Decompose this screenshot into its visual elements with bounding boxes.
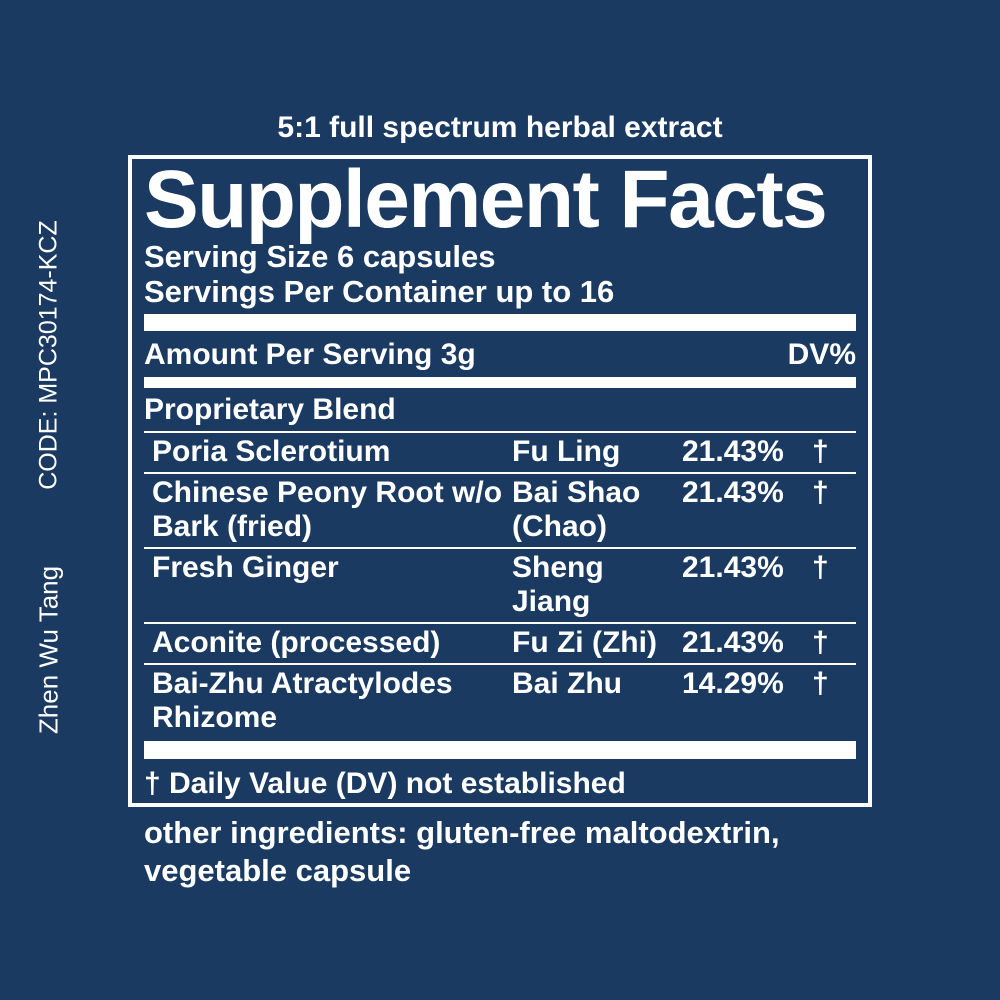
ingredient-rows: Poria Sclerotium Fu Ling 21.43% † Chinese Pe… — [144, 431, 856, 738]
ingredient-name: Poria Sclerotium — [152, 435, 391, 468]
amount-per-serving-header: Amount Per Serving 3g — [144, 338, 476, 371]
extract-ratio-label: 5:1 full spectrum herbal extract — [277, 111, 723, 144]
divider-bar-mid — [144, 377, 856, 388]
ingredient-dagger: † — [812, 476, 829, 509]
ingredient-row: Poria Sclerotium Fu Ling 21.43% † — [144, 431, 856, 472]
ingredient-name: Fresh Ginger — [152, 551, 339, 584]
ingredient-dagger: † — [812, 626, 829, 659]
ingredient-percent: 21.43% — [682, 626, 784, 659]
ingredient-dagger: † — [812, 435, 829, 468]
side-product-name: Zhen Wu Tang — [33, 565, 64, 735]
side-code-text: CODE: MPC30174-KCZ — [34, 220, 63, 490]
servings-per-container-text: Servings Per Container up to 16 — [144, 274, 615, 309]
serving-size-text: Serving Size 6 capsules — [144, 239, 496, 274]
dv-percent-header: DV% — [787, 338, 856, 371]
ingredient-percent: 21.43% — [682, 551, 784, 584]
supplement-facts-panel: Supplement Facts Serving Size 6 capsules… — [128, 155, 872, 807]
panel-title: Supplement Facts — [144, 154, 828, 245]
other-ingredients-text: other ingredients: gluten-free maltodext… — [144, 815, 780, 888]
daily-value-footnote: † Daily Value (DV) not established — [144, 767, 626, 800]
ingredient-pinyin: Bai Zhu — [512, 667, 622, 700]
ingredient-name: Chinese Peony Root w/o Bark (fried) — [152, 476, 503, 543]
ingredient-dagger: † — [812, 667, 829, 700]
ingredient-row: Aconite (processed) Fu Zi (Zhi) 21.43% † — [144, 622, 856, 663]
ingredient-percent: 21.43% — [682, 476, 784, 509]
divider-bar-bottom — [144, 741, 856, 759]
ingredient-row: Fresh Ginger Sheng Jiang 21.43% † — [144, 547, 856, 622]
proprietary-blend-title: Proprietary Blend — [144, 393, 396, 426]
ingredient-row: Bai-Zhu Atractylodes Rhizome Bai Zhu 14.29… — [144, 663, 856, 738]
ingredient-pinyin: Bai Shao (Chao) — [512, 476, 641, 543]
divider-bar-top — [144, 314, 856, 331]
ingredient-pinyin: Fu Zi (Zhi) — [512, 626, 657, 659]
ingredient-percent: 21.43% — [682, 435, 784, 468]
ingredient-row: Chinese Peony Root w/o Bark (fried) Bai S… — [144, 472, 856, 547]
ingredient-name: Bai-Zhu Atractylodes Rhizome — [152, 667, 453, 734]
ingredient-name: Aconite (processed) — [152, 626, 441, 659]
ingredient-dagger: † — [812, 551, 829, 584]
ingredient-pinyin: Fu Ling — [512, 435, 621, 468]
ingredient-percent: 14.29% — [682, 667, 784, 700]
amount-header-row: Amount Per Serving 3g DV% — [144, 331, 856, 372]
ingredient-pinyin: Sheng Jiang — [512, 551, 604, 618]
